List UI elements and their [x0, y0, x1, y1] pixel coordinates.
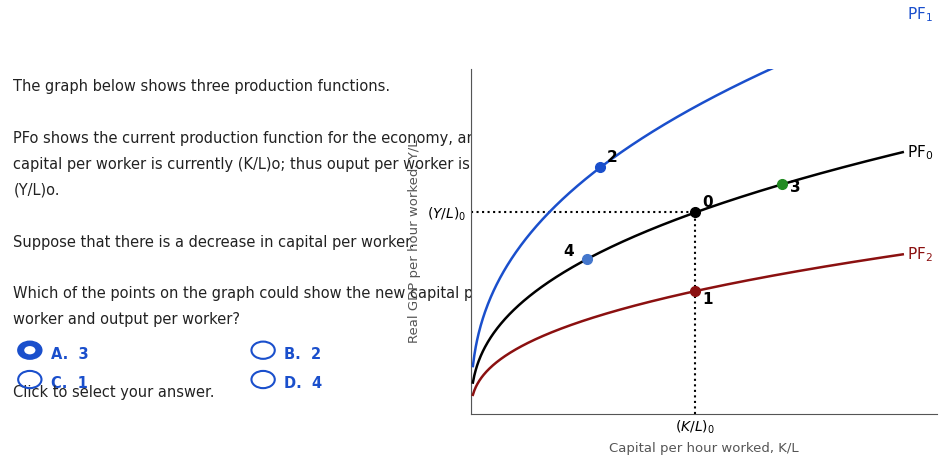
Text: capital per worker is currently (K/L)o; thus ouput per worker is: capital per worker is currently (K/L)o; … — [13, 157, 470, 172]
Text: PF$_2$: PF$_2$ — [907, 245, 933, 264]
Text: C.  1: C. 1 — [51, 376, 88, 391]
Text: B.  2: B. 2 — [284, 347, 321, 362]
Text: Which of the points on the graph could show the new capital per: Which of the points on the graph could s… — [13, 286, 489, 302]
Text: (Y/L)o.: (Y/L)o. — [13, 183, 60, 198]
Text: 0: 0 — [701, 195, 713, 210]
Text: A.  3: A. 3 — [51, 347, 89, 362]
Text: PF$_0$: PF$_0$ — [907, 143, 934, 162]
Text: 4: 4 — [564, 244, 574, 259]
Text: 3: 3 — [790, 180, 801, 196]
Y-axis label: Real GDP per hour worked, Y/L: Real GDP per hour worked, Y/L — [408, 140, 421, 343]
Text: Suppose that there is a decrease in capital per worker.: Suppose that there is a decrease in capi… — [13, 235, 415, 250]
Text: worker and output per worker?: worker and output per worker? — [13, 312, 241, 327]
Text: 2: 2 — [607, 150, 617, 165]
Circle shape — [18, 341, 42, 359]
Circle shape — [25, 346, 36, 354]
Text: PFo shows the current production function for the economy, and: PFo shows the current production functio… — [13, 131, 485, 146]
Text: D.  4: D. 4 — [284, 376, 322, 391]
X-axis label: Capital per hour worked, K/L: Capital per hour worked, K/L — [609, 442, 799, 455]
Text: The graph below shows three production functions.: The graph below shows three production f… — [13, 79, 391, 95]
Text: 1: 1 — [701, 292, 713, 307]
Text: Click to select your answer.: Click to select your answer. — [13, 385, 215, 400]
Text: PF$_1$: PF$_1$ — [907, 6, 933, 24]
